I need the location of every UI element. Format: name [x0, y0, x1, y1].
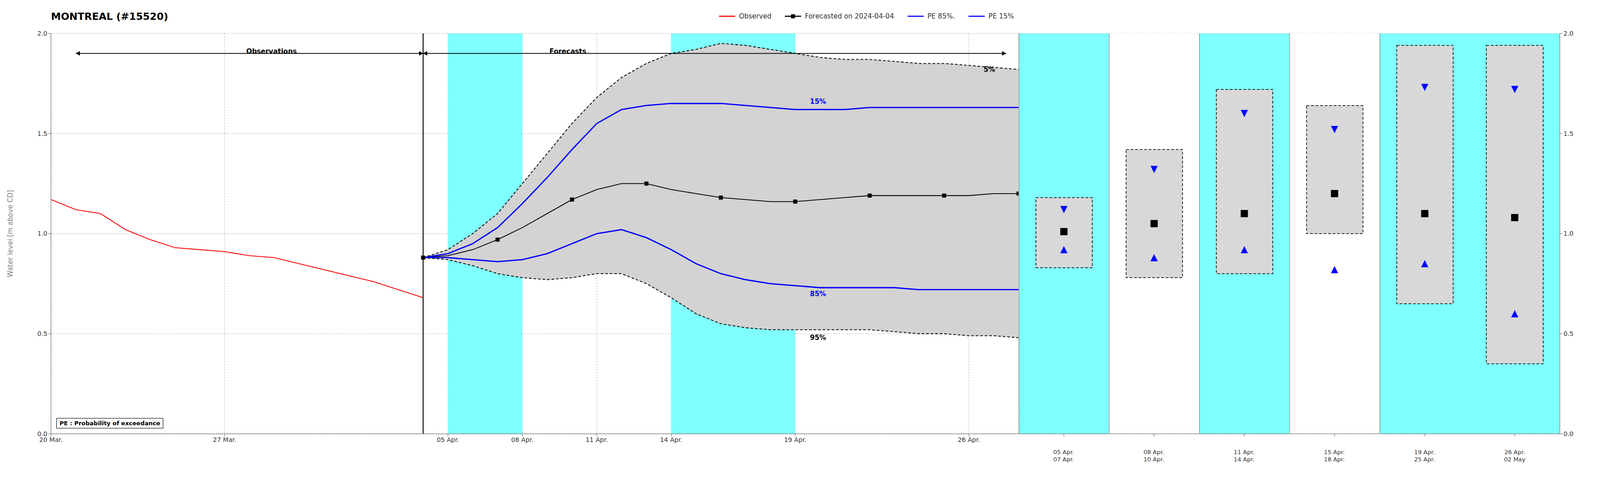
- html-text:10 Apr.: 10 Apr.: [1143, 455, 1165, 463]
- svg-text:Forecasts: Forecasts: [549, 47, 587, 56]
- html-text:Forecasted on 2024-04-04: Forecasted on 2024-04-04: [804, 12, 895, 21]
- html-text:25 Apr.: 25 Apr.: [1414, 455, 1435, 463]
- html-text:08 Apr.: 08 Apr.: [1143, 448, 1165, 456]
- svg-text:08 Apr.: 08 Apr.: [511, 435, 534, 443]
- svg-text:05 Apr.: 05 Apr.: [436, 435, 460, 443]
- svg-text:2.0: 2.0: [1563, 29, 1574, 37]
- svg-text:Water level [m above CD]: Water level [m above CD]: [6, 189, 15, 277]
- svg-text:0.0: 0.0: [37, 429, 48, 438]
- html-text:MONTREAL (#15520): MONTREAL (#15520): [50, 10, 169, 22]
- svg-text:20 Mar.: 20 Mar.: [39, 435, 63, 443]
- html-text:Observed: Observed: [738, 12, 772, 21]
- svg-text:85%: 85%: [810, 289, 827, 298]
- svg-text:1.5: 1.5: [37, 129, 48, 138]
- svg-text:11 Apr.: 11 Apr.: [585, 435, 609, 443]
- html-text:05 Apr.: 05 Apr.: [1053, 448, 1075, 456]
- html-text:07 Apr.: 07 Apr.: [1053, 455, 1075, 463]
- svg-text:0.5: 0.5: [37, 329, 48, 337]
- svg-text:14 Apr.: 14 Apr.: [659, 435, 683, 443]
- svg-text:27 Mar.: 27 Mar.: [212, 435, 237, 443]
- html-text:19 Apr.: 19 Apr.: [1414, 448, 1435, 456]
- html-text:15 Apr.: 15 Apr.: [1323, 448, 1345, 456]
- html-text:02 May: 02 May: [1504, 455, 1526, 463]
- svg-text:5%: 5%: [983, 65, 996, 74]
- svg-text:95%: 95%: [810, 333, 827, 342]
- svg-text:26 Apr.: 26 Apr.: [957, 435, 981, 443]
- svg-text:0.5: 0.5: [1563, 329, 1574, 337]
- svg-text:2.0: 2.0: [37, 29, 48, 37]
- svg-text:15%: 15%: [810, 97, 827, 106]
- html-text:PE 15%: PE 15%: [988, 12, 1015, 21]
- html-text:18 Apr.: 18 Apr.: [1323, 455, 1345, 463]
- html-text:11 Apr.: 11 Apr.: [1233, 448, 1255, 456]
- svg-text:0.0: 0.0: [1563, 429, 1574, 438]
- svg-text:19 Apr.: 19 Apr.: [783, 435, 807, 443]
- html-text:PE 85%.: PE 85%.: [927, 12, 956, 21]
- html-text:PE : Probability of exceedance: PE : Probability of exceedance: [59, 419, 161, 427]
- svg-text:1.0: 1.0: [1563, 229, 1574, 237]
- html-text:26 Apr.: 26 Apr.: [1504, 448, 1526, 456]
- html-text:14 Apr.: 14 Apr.: [1233, 455, 1255, 463]
- svg-text:Observations: Observations: [246, 47, 297, 56]
- svg-text:1.5: 1.5: [1563, 129, 1574, 138]
- svg-text:1.0: 1.0: [37, 229, 48, 237]
